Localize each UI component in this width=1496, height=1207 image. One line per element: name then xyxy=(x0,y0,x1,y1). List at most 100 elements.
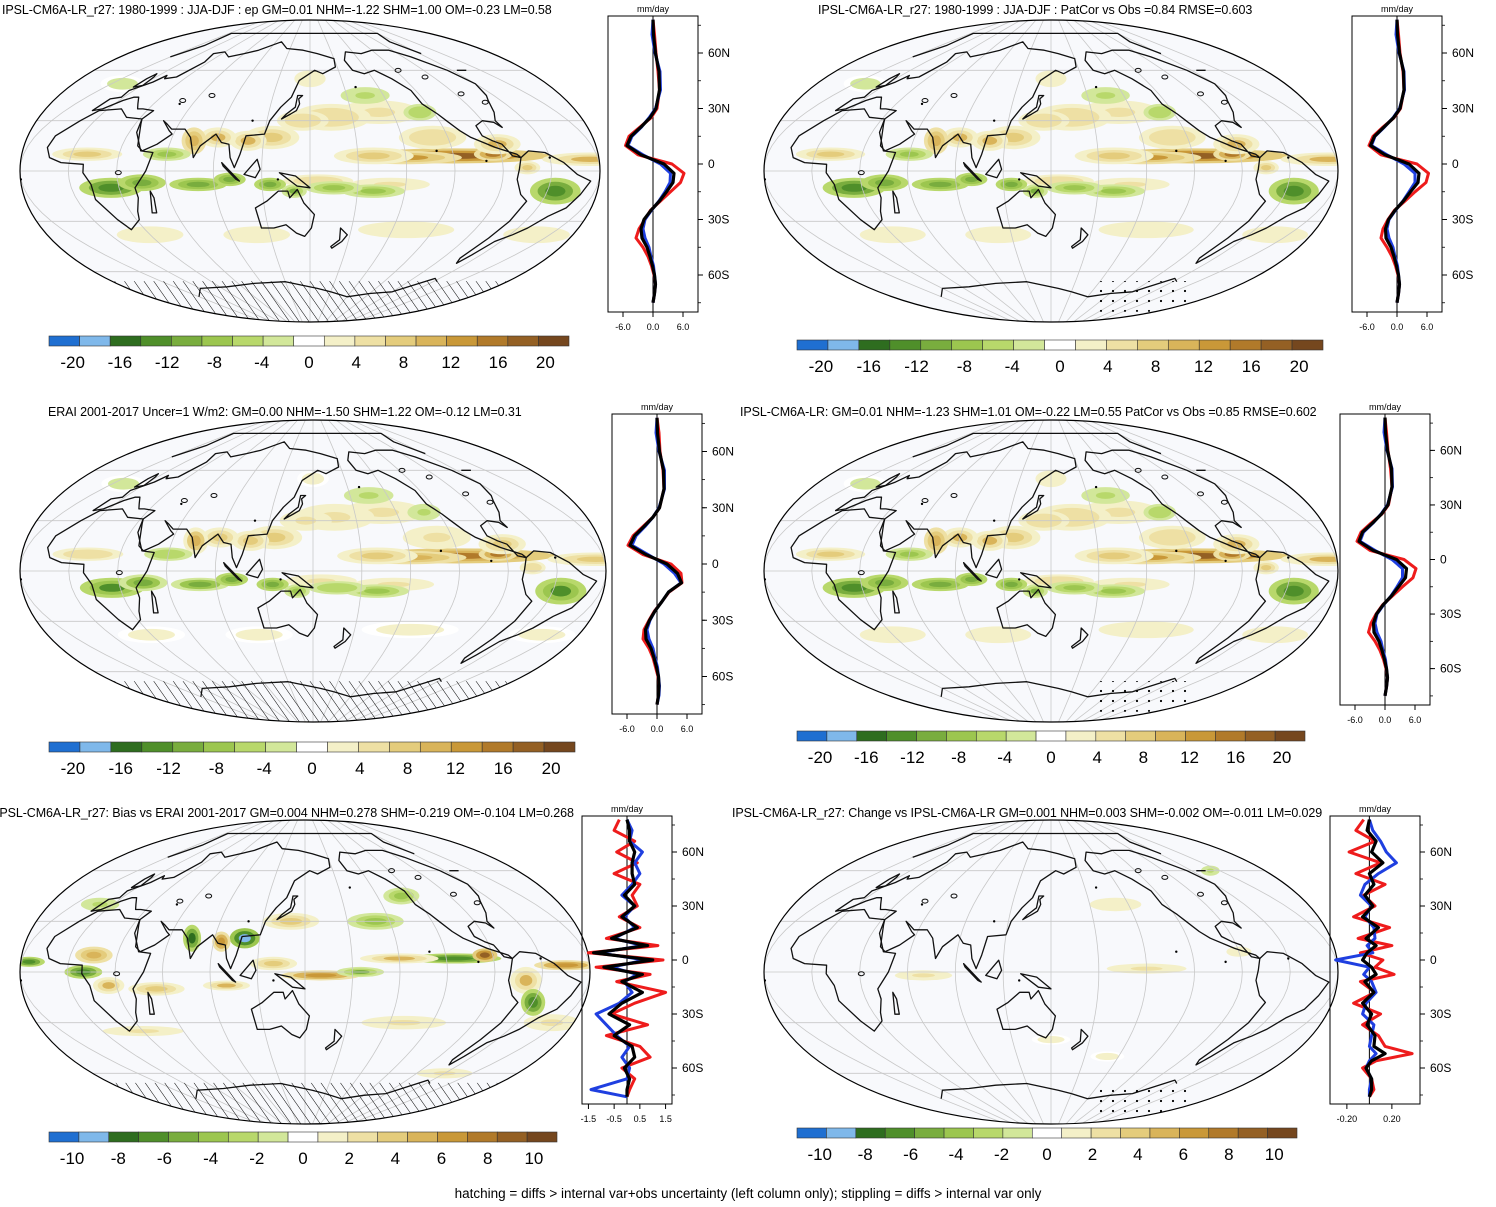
precip-anomaly-blob xyxy=(113,80,132,88)
precip-anomaly-blob xyxy=(1095,492,1116,499)
profile-line-blue xyxy=(1334,819,1398,1097)
colorbar-swatch xyxy=(108,1131,139,1143)
lake-outline xyxy=(857,170,865,176)
lake-outline xyxy=(208,93,216,98)
lake-outline xyxy=(481,99,489,105)
coastline xyxy=(790,508,897,631)
lake-outline xyxy=(1161,74,1169,80)
profile-unit-label: mm/day xyxy=(641,402,674,412)
coastline xyxy=(875,73,901,88)
profile-line-black xyxy=(628,417,684,705)
colorbar-swatch xyxy=(1090,1127,1121,1139)
colorbar-tick-label: -4 xyxy=(949,1145,964,1164)
lake-outline xyxy=(398,467,406,473)
precip-anomaly-blob xyxy=(1158,132,1186,143)
colorbar-swatch xyxy=(1149,1127,1180,1139)
colorbar-swatch xyxy=(496,1131,528,1143)
colorbar-swatch xyxy=(975,730,1007,742)
colorbar-tick-label: -16 xyxy=(108,759,133,778)
lake-outline xyxy=(210,493,218,498)
colorbar-swatch xyxy=(889,339,922,351)
precip-anomaly-blob xyxy=(1101,588,1127,594)
coastline xyxy=(940,1082,1072,1099)
profile-xtick-label: 6.0 xyxy=(1421,322,1434,332)
map-border xyxy=(763,819,1339,1125)
stipple-dot xyxy=(1094,85,1098,89)
coastline xyxy=(221,161,241,182)
precip-anomaly-blob xyxy=(73,151,102,157)
precip-anomaly-blob xyxy=(1102,507,1136,517)
lake-outline xyxy=(1197,491,1205,497)
colorbar-swatch xyxy=(796,730,828,742)
coastline xyxy=(46,108,154,231)
colorbar-swatch xyxy=(1155,730,1186,742)
precip-anomaly-blob xyxy=(435,956,474,961)
profile-xtick-label: 6.0 xyxy=(681,724,694,734)
colorbar-swatch xyxy=(1035,730,1067,742)
colorbar-tick-label: 16 xyxy=(489,353,508,372)
colorbar-swatch xyxy=(201,335,233,347)
precip-anomaly-blob xyxy=(965,576,978,583)
profile-xtick-label: -6.0 xyxy=(1347,715,1363,725)
colorbar-tick-label: -16 xyxy=(854,748,879,767)
profile-unit-label: mm/day xyxy=(1369,402,1402,412)
colorbar-swatch xyxy=(982,339,1014,351)
colorbar-swatch xyxy=(856,730,887,742)
stipple-dot xyxy=(1094,886,1098,889)
profile-ytick-label: 60N xyxy=(1430,845,1452,859)
profile-ytick-label: 60N xyxy=(682,845,704,859)
profile-line-red xyxy=(1347,818,1414,1098)
coastline xyxy=(985,158,1003,179)
colorbar-tick-label: 10 xyxy=(1265,1145,1284,1164)
colorbar-swatch xyxy=(476,335,509,347)
coastline xyxy=(875,473,901,488)
precip-anomaly-blob xyxy=(545,185,566,197)
stipple-dot xyxy=(920,102,924,106)
lake-outline xyxy=(1220,99,1228,105)
colorbar-swatch xyxy=(48,741,81,753)
colorbar-tick-label: -10 xyxy=(60,1149,85,1168)
colorbar-tick-label: -2 xyxy=(994,1145,1009,1164)
stipple-dot xyxy=(180,502,183,506)
colorbar-swatch xyxy=(538,335,570,347)
precip-anomaly-blob xyxy=(99,583,125,592)
colorbar-swatch xyxy=(168,1131,199,1143)
precip-anomaly-blob xyxy=(417,508,431,516)
colorbar-swatch xyxy=(171,335,203,347)
colorbar-swatch xyxy=(415,335,447,347)
precip-anomaly-blob xyxy=(188,581,212,588)
colorbar-tick-label: 0 xyxy=(1042,1145,1051,1164)
stipple-dot xyxy=(992,519,996,522)
profile-xtick-label: -6.0 xyxy=(619,724,635,734)
colorbar-swatch xyxy=(1237,1127,1268,1139)
coastline xyxy=(996,588,1057,638)
stipple-dot xyxy=(1175,149,1178,153)
coastline xyxy=(46,908,152,1032)
precip-anomaly-blob xyxy=(225,576,239,583)
colorbar-tick-label: -8 xyxy=(111,1149,126,1168)
colorbar-swatch xyxy=(293,335,325,347)
colorbar-tick-label: -16 xyxy=(856,357,881,376)
profile-unit-label: mm/day xyxy=(637,4,670,14)
coastline xyxy=(1022,494,1045,520)
colorbar-swatch xyxy=(1031,1127,1063,1139)
precip-anomaly-blob xyxy=(305,973,337,978)
stipple-dot xyxy=(992,920,996,923)
precip-anomaly-blob xyxy=(1261,564,1272,571)
colorbar-swatch xyxy=(858,339,891,351)
stipple-dot xyxy=(539,957,542,960)
colorbar-tick-label: 0 xyxy=(298,1149,307,1168)
precip-anomaly-blob xyxy=(245,631,273,639)
colorbar-tick-label: 12 xyxy=(446,759,465,778)
colorbar-swatch xyxy=(973,1127,1004,1139)
precip-anomaly-blob xyxy=(1100,1054,1115,1059)
coastline xyxy=(985,959,1003,980)
profile-xtick-label: -0.5 xyxy=(606,1114,622,1124)
precip-anomaly-blob xyxy=(928,181,952,188)
precip-anomaly-blob xyxy=(1153,108,1167,116)
precip-anomaly-blob xyxy=(550,585,572,597)
colorbar-swatch xyxy=(481,741,514,753)
colorbar: -20 -16 -12 -8 -4 0 4 8 12 16 20 xyxy=(796,339,1324,376)
coastline xyxy=(962,962,982,983)
profile-ytick-label: 60N xyxy=(1440,443,1462,457)
